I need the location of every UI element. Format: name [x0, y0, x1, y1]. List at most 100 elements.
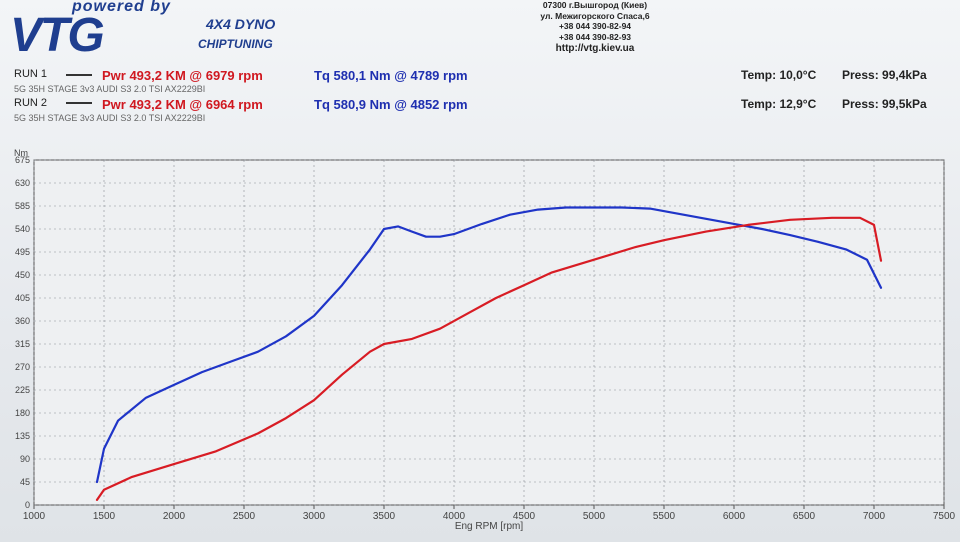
torque-data-point — [845, 248, 847, 251]
run-2-name: RUN 2 — [14, 97, 48, 109]
x-tick-label: 5000 — [583, 511, 606, 522]
x-axis-label: Eng RPM [rpm] — [455, 521, 524, 532]
y-tick-label: 315 — [15, 339, 30, 349]
logo-powered-text: powered by — [72, 0, 171, 15]
x-tick-label: 6000 — [723, 511, 746, 522]
torque-data-point — [817, 240, 819, 243]
x-tick-label: 5500 — [653, 511, 676, 522]
address-line: +38 044 390-82-93 — [558, 31, 632, 42]
power-data-point — [313, 399, 315, 402]
torque-data-point — [649, 207, 651, 210]
torque-data-point — [96, 481, 98, 483]
y-tick-label: 675 — [15, 155, 30, 165]
x-tick-label: 3000 — [303, 511, 326, 522]
torque-data-point — [453, 233, 455, 235]
torque-data-point — [201, 371, 203, 373]
run-1-line-swatch — [66, 74, 92, 76]
power-data-point — [96, 499, 98, 501]
torque-data-point — [789, 234, 791, 236]
logo-dyno-text: 4X4 DYNO — [206, 16, 276, 32]
power-data-point — [831, 216, 833, 219]
torque-data-point — [383, 228, 385, 230]
power-data-point — [103, 488, 105, 491]
vtg-logo: powered by VTG 4X4 DYNO CHIPTUNING — [10, 0, 290, 62]
x-tick-label: 7000 — [863, 511, 886, 522]
power-data-point — [383, 343, 385, 345]
run-2-torque: Tq 580,9 Nm @ 4852 rpm — [314, 97, 468, 112]
y-tick-label: 630 — [15, 178, 30, 188]
torque-data-point — [439, 235, 441, 238]
power-data-point — [747, 224, 749, 226]
x-tick-label: 6500 — [793, 511, 816, 522]
y-tick-label: 585 — [15, 201, 30, 211]
torque-data-point — [229, 361, 231, 363]
torque-data-point — [397, 225, 399, 228]
power-data-point — [257, 432, 259, 435]
x-tick-label: 1500 — [93, 511, 116, 522]
power-data-point — [341, 373, 343, 376]
torque-data-point — [866, 258, 868, 261]
power-data-point — [369, 350, 371, 353]
y-tick-label: 405 — [15, 293, 30, 303]
torque-data-point — [117, 419, 119, 422]
run-1-press: Press: 99,4kPa — [842, 68, 927, 82]
y-tick-label: 540 — [15, 224, 30, 234]
torque-data-point — [257, 350, 259, 353]
x-tick-label: 4000 — [443, 511, 466, 522]
x-tick-label: 1000 — [23, 511, 46, 522]
power-data-point — [131, 476, 133, 478]
y-tick-label: 270 — [15, 362, 30, 372]
address-line: +38 044 390-82-94 — [558, 21, 632, 31]
power-data-point — [859, 216, 861, 219]
power-data-point — [551, 271, 553, 274]
power-data-point — [873, 224, 875, 226]
torque-data-point — [509, 213, 511, 216]
x-tick-label: 2000 — [163, 511, 186, 522]
y-tick-label: 0 — [25, 500, 30, 510]
torque-data-point — [733, 223, 735, 225]
logo-chiptuning-text: CHIPTUNING — [198, 37, 273, 51]
address-line: ул. Межигорского Спаса,6 — [540, 10, 650, 21]
x-tick-label: 4500 — [513, 511, 536, 522]
run-2-temp: Temp: 12,9°C — [741, 97, 817, 111]
y-tick-label: 495 — [15, 247, 30, 257]
power-data-point — [495, 297, 497, 299]
power-data-point — [880, 259, 882, 262]
power-data-point — [439, 327, 441, 330]
torque-data-point — [369, 248, 371, 251]
run-2-line-swatch — [66, 102, 92, 104]
power-data-point — [467, 312, 469, 315]
address-line: 07300 г.Вышгород (Киев) — [542, 0, 648, 10]
torque-data-point — [313, 315, 315, 317]
address-block: 07300 г.Вышгород (Киев) ул. Межигорского… — [520, 0, 670, 55]
run-1-description: 5G 35H STAGE 3v3 AUDI S3 2.0 TSI AX2229B… — [14, 84, 206, 94]
torque-data-point — [285, 335, 287, 338]
torque-data-point — [880, 286, 882, 289]
torque-data-point — [481, 223, 483, 225]
torque-data-point — [425, 235, 427, 238]
torque-data-point — [145, 396, 147, 399]
torque-data-point — [537, 208, 539, 211]
x-tick-label: 3500 — [373, 511, 396, 522]
torque-data-point — [593, 206, 595, 209]
power-data-point — [789, 219, 791, 221]
run-1-torque: Tq 580,1 Nm @ 4789 rpm — [314, 68, 468, 83]
x-tick-label: 2500 — [233, 511, 256, 522]
website-url: http://vtg.kiev.ua — [555, 43, 635, 54]
torque-data-point — [173, 384, 175, 386]
y-tick-label: 90 — [20, 454, 30, 464]
torque-data-point — [411, 230, 413, 233]
torque-curve — [95, 206, 883, 484]
power-data-point — [635, 246, 637, 248]
power-data-point — [705, 230, 707, 233]
y-tick-label: 135 — [15, 431, 30, 441]
power-data-point — [523, 284, 525, 287]
plot-area — [33, 159, 945, 506]
y-tick-label: 360 — [15, 316, 30, 326]
run-1-power: Pwr 493,2 KM @ 6979 rpm — [102, 68, 263, 83]
run-2-power: Pwr 493,2 KM @ 6964 rpm — [102, 97, 263, 112]
y-tick-label: 45 — [20, 477, 30, 487]
run-1-temp: Temp: 10,0°C — [741, 68, 817, 82]
